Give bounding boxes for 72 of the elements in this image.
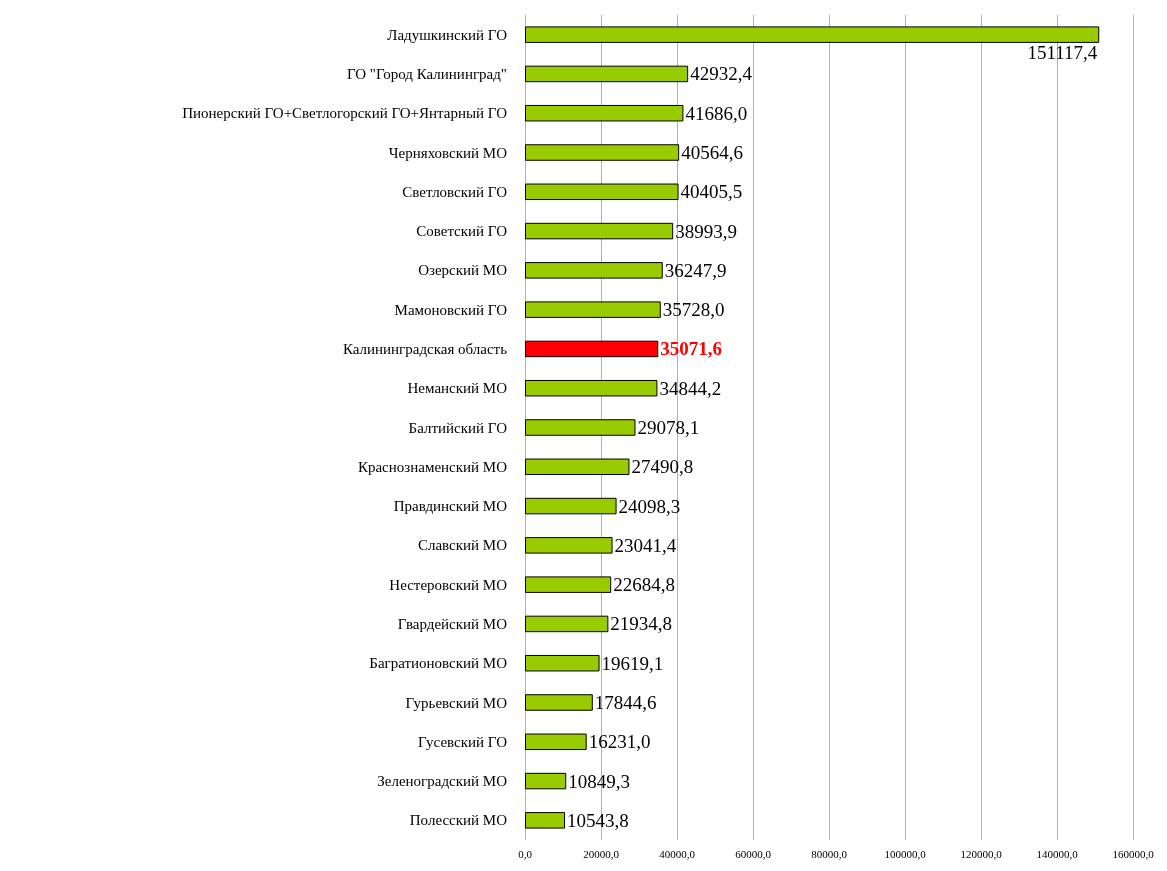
data-label: 38993,9 (675, 220, 737, 242)
bar (525, 537, 613, 554)
y-tick-label: Неманский МО (407, 380, 508, 397)
y-tick-label: Славский МО (417, 537, 508, 554)
data-label: 29078,1 (637, 417, 700, 438)
bar (525, 379, 658, 397)
bar (525, 301, 661, 318)
bar (525, 26, 1100, 43)
bar (525, 458, 630, 476)
x-tick-label: 60000,0 (735, 847, 772, 860)
y-tick-label: Светловский ГО (402, 183, 508, 200)
y-tick-label: Ладушкинский ГО (387, 26, 508, 43)
y-tick-label: Правдинский МО (393, 498, 508, 515)
data-label: 36247,9 (664, 259, 727, 281)
data-label: 21934,8 (610, 613, 673, 635)
data-label: 22684,8 (613, 574, 675, 596)
data-label: 34844,2 (659, 377, 722, 399)
y-tick-label: Черняховский МО (388, 144, 508, 161)
data-label: 24098,3 (618, 495, 681, 517)
bar (525, 576, 612, 593)
data-label: 35071,6 (660, 338, 723, 360)
bar (525, 262, 663, 279)
y-tick-label: Гусевский ГО (418, 733, 508, 750)
y-tick-label: Балтийский ГО (408, 419, 508, 436)
y-tick-label: Гурьевский МО (405, 694, 508, 711)
data-label: 41686,0 (685, 102, 748, 124)
y-tick-label: Пионерский ГО+Светлогорский ГО+Янтарный ГО (182, 105, 508, 122)
y-tick-label: Калининградская область (342, 340, 508, 357)
bar (525, 654, 600, 672)
bar (525, 65, 689, 83)
y-tick-label: Багратионовский МО (369, 655, 508, 672)
data-label: 10849,3 (568, 770, 630, 792)
bar (525, 812, 566, 829)
x-tick-label: 40000,0 (659, 847, 696, 860)
data-label: 10543,8 (567, 809, 629, 831)
data-label: 40405,5 (680, 181, 743, 203)
data-label: 42932,4 (690, 63, 753, 85)
bar (525, 497, 617, 515)
data-label: 40564,6 (681, 142, 743, 163)
x-tick-label: 140000,0 (1036, 847, 1079, 860)
bar (525, 772, 567, 790)
bar (525, 183, 679, 201)
x-tick-label: 100000,0 (884, 847, 927, 860)
bar (525, 694, 593, 711)
data-label: 19619,1 (601, 652, 664, 674)
x-tick-label: 80000,0 (811, 847, 848, 860)
y-tick-label: Гвардейский МО (397, 615, 508, 632)
data-label: 35728,0 (662, 299, 725, 321)
bar (525, 340, 659, 358)
x-tick-label: 20000,0 (583, 847, 620, 860)
y-tick-label: ГО "Город Калининград" (346, 65, 507, 82)
data-label: 151117,4 (1027, 41, 1098, 63)
bar (525, 104, 684, 122)
data-label: 27490,8 (631, 456, 694, 478)
x-tick-label: 160000,0 (1112, 847, 1155, 860)
data-label: 16231,0 (588, 731, 651, 753)
data-label: 17844,6 (594, 692, 657, 713)
bar (525, 419, 636, 436)
data-label: 23041,4 (614, 534, 677, 556)
y-tick-label: Советский ГО (416, 223, 508, 240)
y-tick-label: Зеленоградский МО (377, 773, 508, 790)
bar (525, 733, 587, 751)
y-tick-label: Краснознаменский МО (357, 458, 508, 475)
bar (525, 222, 674, 240)
bar (525, 615, 609, 633)
x-tick-label: 0,0 (518, 847, 533, 860)
y-tick-label: Нестеровский МО (389, 576, 508, 593)
y-tick-label: Мамоновский ГО (394, 301, 508, 318)
y-tick-label: Полесский МО (409, 812, 508, 829)
y-tick-label: Озерский МО (418, 262, 508, 279)
x-tick-label: 120000,0 (960, 847, 1003, 860)
bar (525, 144, 680, 161)
